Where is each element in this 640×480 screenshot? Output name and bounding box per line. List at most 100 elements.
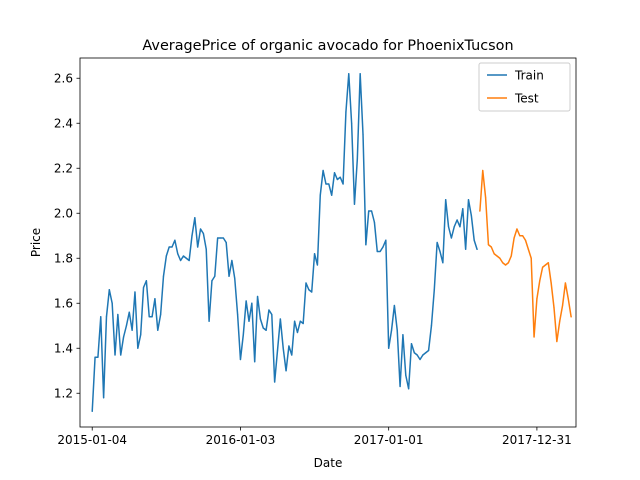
data-point-train xyxy=(305,282,307,284)
data-point-train xyxy=(376,250,378,253)
data-point-train xyxy=(316,264,319,266)
data-point-train xyxy=(319,194,321,196)
data-point-train xyxy=(385,239,387,241)
data-point-test xyxy=(550,282,552,284)
data-point-train xyxy=(237,313,239,316)
data-point-train xyxy=(393,304,395,307)
data-point-train xyxy=(242,334,244,336)
data-point-train xyxy=(450,237,452,239)
data-point-train xyxy=(336,178,338,181)
data-point-test xyxy=(559,320,561,322)
data-point-train xyxy=(254,361,256,363)
data-point-train xyxy=(379,250,381,253)
data-point-train xyxy=(222,237,224,239)
data-point-train xyxy=(225,241,227,244)
data-point-train xyxy=(436,241,438,244)
data-point-test xyxy=(519,235,521,237)
data-point-train xyxy=(388,347,390,349)
data-point-train xyxy=(91,410,93,412)
data-point-test xyxy=(544,264,547,266)
y-tick-label: 2.4 xyxy=(54,117,73,131)
data-point-train xyxy=(122,336,125,338)
data-point-train xyxy=(157,329,159,331)
data-point-train xyxy=(145,280,147,282)
data-point-train xyxy=(268,309,270,311)
legend-label-test: Test xyxy=(514,92,539,106)
data-point-train xyxy=(342,183,344,185)
data-point-test xyxy=(533,336,535,338)
data-point-train xyxy=(151,316,153,318)
x-tick-label: 2017-12-31 xyxy=(502,433,572,447)
data-point-train xyxy=(331,194,333,196)
data-point-train xyxy=(433,289,435,291)
data-point-train xyxy=(217,237,219,239)
data-point-train xyxy=(202,232,204,235)
data-point-train xyxy=(382,246,384,248)
data-point-test xyxy=(553,307,555,309)
data-point-train xyxy=(140,334,142,336)
data-point-train xyxy=(291,354,293,356)
data-point-train xyxy=(199,228,202,230)
data-point-train xyxy=(245,300,247,302)
data-point-train xyxy=(154,298,156,300)
data-point-train xyxy=(311,291,313,293)
data-point-train xyxy=(274,381,276,383)
data-point-train xyxy=(234,277,236,280)
data-point-train xyxy=(465,248,467,250)
data-point-train xyxy=(351,122,353,124)
data-point-test xyxy=(530,257,532,259)
data-point-train xyxy=(294,320,296,322)
data-point-train xyxy=(165,255,167,257)
data-point-test xyxy=(522,235,524,237)
data-point-train xyxy=(111,302,113,304)
data-point-train xyxy=(231,259,233,262)
data-point-test xyxy=(536,298,538,300)
data-point-train xyxy=(117,313,119,316)
data-point-train xyxy=(120,354,122,356)
x-axis-label: Date xyxy=(314,456,343,470)
data-point-train xyxy=(219,237,222,239)
data-point-train xyxy=(439,250,441,253)
data-point-train xyxy=(279,318,281,320)
data-point-train xyxy=(353,203,356,205)
data-point-train xyxy=(467,199,470,201)
data-point-test xyxy=(564,282,567,284)
data-point-train xyxy=(177,253,179,255)
data-point-train xyxy=(288,345,290,347)
x-axis: 2015-01-04 2016-01-03 2017-01-01 2017-12-31 xyxy=(57,427,572,447)
data-point-train xyxy=(419,358,421,361)
data-point-train xyxy=(476,248,478,250)
data-point-train xyxy=(208,320,210,322)
data-point-train xyxy=(228,275,230,277)
data-point-train xyxy=(345,111,347,113)
plot-area xyxy=(79,57,577,428)
data-point-train xyxy=(94,356,96,358)
data-point-train xyxy=(308,289,310,291)
y-tick-label: 2.0 xyxy=(54,207,73,221)
data-point-test xyxy=(539,280,541,282)
data-point-train xyxy=(356,158,358,160)
legend-label-train: Train xyxy=(514,69,544,83)
data-point-train xyxy=(271,313,273,316)
data-point-train xyxy=(453,226,455,228)
data-point-test xyxy=(556,340,558,343)
data-point-train xyxy=(125,325,128,327)
data-point-train xyxy=(103,397,105,399)
data-point-train xyxy=(408,388,410,390)
data-point-test xyxy=(567,298,569,300)
data-point-train xyxy=(442,262,444,264)
data-point-train xyxy=(256,295,259,298)
y-tick-label: 1.6 xyxy=(54,297,73,311)
data-point-train xyxy=(399,385,401,388)
data-point-test xyxy=(542,266,544,268)
data-point-train xyxy=(100,316,102,318)
data-point-test xyxy=(496,255,498,257)
data-point-test xyxy=(507,262,509,264)
data-point-train xyxy=(339,176,341,178)
data-point-train xyxy=(447,226,450,228)
data-point-train xyxy=(105,316,108,318)
data-point-test xyxy=(547,262,549,264)
data-point-train xyxy=(282,347,284,349)
x-tick-label: 2015-01-04 xyxy=(57,433,127,447)
data-point-train xyxy=(131,329,133,331)
